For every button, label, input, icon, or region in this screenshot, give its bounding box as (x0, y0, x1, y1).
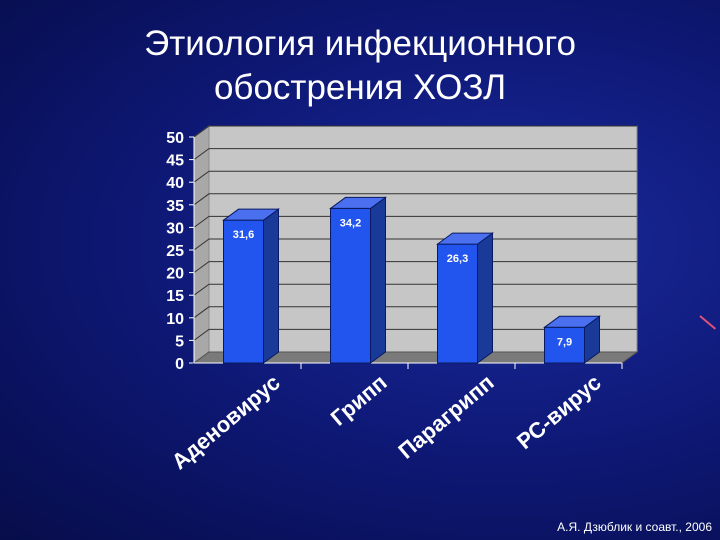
y-tick-label: 35 (166, 198, 184, 215)
y-tick-label: 50 (166, 130, 184, 147)
bar-side (263, 208, 279, 364)
bar-front (330, 207, 371, 364)
y-tick-label: 30 (166, 220, 184, 237)
y-tick-label: 5 (175, 333, 184, 350)
bar-top (328, 196, 388, 209)
x-category-label: Грипп (326, 370, 392, 431)
bar-front (437, 243, 478, 364)
y-tick-label: 45 (166, 153, 184, 170)
y-tick-label: 25 (166, 243, 184, 260)
gridline (193, 125, 637, 138)
gridline (193, 328, 637, 341)
y-tick-label: 0 (175, 356, 184, 373)
gridline (193, 261, 637, 274)
bar-top (542, 315, 602, 328)
bar-side (477, 232, 493, 364)
bar-side (370, 196, 386, 364)
gridline (193, 193, 637, 206)
y-tick-label: 40 (166, 175, 184, 192)
bar-value-label: 34,2 (340, 217, 361, 229)
bar-value-label: 31,6 (233, 229, 254, 241)
gridline (193, 306, 637, 319)
x-category-label: Аденовирус (167, 370, 285, 475)
citation-footnote: А.Я. Дзюблик и соавт., 2006 (557, 520, 712, 534)
bar-value-label: 26,3 (447, 253, 468, 265)
bar-top (221, 208, 281, 221)
y-tick-label: 20 (166, 266, 184, 283)
title-line-1: Этиология инфекционного (144, 24, 576, 63)
gridline (193, 238, 637, 251)
bar-front (544, 326, 585, 364)
x-category-label: РС-вирус (512, 370, 606, 454)
x-category-label: Парагрипп (393, 370, 498, 464)
y-tick-label: 10 (166, 311, 184, 328)
bar-top (435, 232, 495, 245)
title-line-2: обострения ХОЗЛ (213, 68, 507, 107)
slide-title: Этиология инфекционного обострения ХОЗЛ (60, 22, 660, 110)
bar-front (223, 219, 264, 364)
y-tick-label: 15 (166, 288, 184, 305)
gridline (193, 148, 637, 161)
gridline (193, 215, 637, 228)
gridline (193, 170, 637, 183)
gridline (193, 283, 637, 296)
bar-value-label: 7,9 (557, 336, 572, 348)
